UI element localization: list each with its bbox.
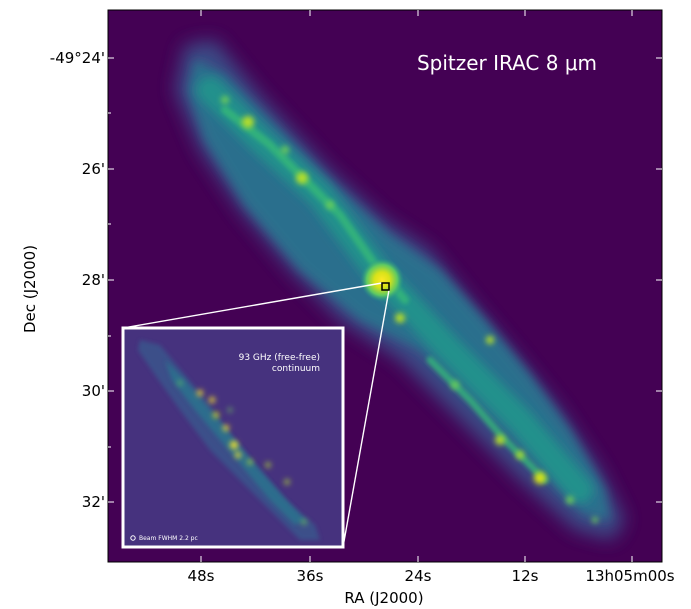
xtick-label: 12s (511, 567, 539, 585)
image-label: Spitzer IRAC 8 μm (417, 51, 597, 75)
inset-label-line1: 93 GHz (free-free) (239, 353, 320, 363)
x-axis-label: RA (J2000) (344, 589, 424, 607)
xtick-label: 13h05m00s (585, 567, 675, 585)
galaxy-emission (175, 40, 625, 540)
zoom-connector (122, 282, 390, 548)
ytick-label: 28' (81, 271, 105, 289)
tick-marks (108, 10, 662, 562)
axes-frame (107, 9, 663, 563)
galactic-nucleus (360, 258, 404, 302)
inset-label-line2: continuum (272, 364, 320, 374)
ytick-label: 26' (81, 160, 105, 178)
ytick-label: 30' (81, 382, 105, 400)
xtick-label: 36s (296, 567, 324, 585)
ytick-label: 32' (81, 493, 105, 511)
ytick-label: -49°24' (49, 49, 105, 67)
zoom-region-box (381, 282, 390, 291)
xtick-label: 24s (404, 567, 432, 585)
inset-panel: 93 GHz (free-free) continuum Beam FWHM 2… (121, 326, 345, 549)
beam-label: Beam FWHM 2.2 pc (139, 535, 198, 542)
xtick-label: 48s (187, 567, 215, 585)
beam-icon (130, 535, 136, 541)
y-axis-label: Dec (J2000) (21, 244, 39, 334)
